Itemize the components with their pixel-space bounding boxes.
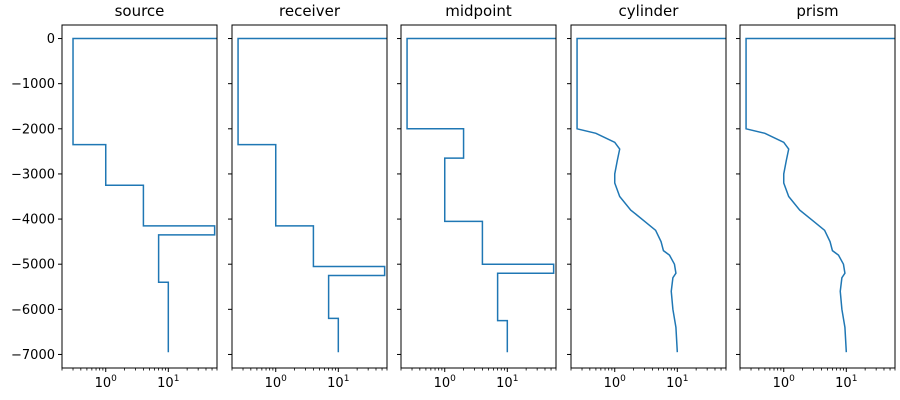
y-tick-label: −3000 (11, 167, 55, 182)
x-tick-base: 10 (434, 376, 451, 391)
x-tick-exponent: 1 (174, 374, 180, 384)
panel-source: source 0 −1000 −2000 −3000 −4000 −5000 −6000 −70… (11, 2, 218, 391)
panel-title: cylinder (619, 2, 680, 20)
x-tick-base: 10 (773, 376, 790, 391)
x-tick-exponent: 0 (789, 374, 795, 384)
x-tick-exponent: 0 (450, 374, 456, 384)
axes-frame (400, 24, 557, 369)
x-tick-exponent: 1 (513, 374, 519, 384)
y-tick-label: −2000 (11, 122, 55, 137)
x-tick-exponent: 0 (111, 374, 117, 384)
profile-line (745, 37, 895, 353)
x-tick-base: 10 (265, 376, 282, 391)
x-tick-base: 10 (327, 376, 344, 391)
x-tick-base: 10 (95, 376, 112, 391)
x-tick-exponent: 1 (852, 374, 858, 384)
profile-line (237, 37, 387, 353)
x-tick-label: 100 (95, 374, 118, 391)
axes-frame (231, 24, 388, 369)
x-tick-base: 10 (496, 376, 513, 391)
x-tick-base: 10 (666, 376, 683, 391)
y-tick-label: −7000 (11, 348, 55, 363)
panel-title: midpoint (445, 2, 512, 20)
axes-frame (61, 24, 218, 369)
panel-title: prism (796, 2, 838, 20)
x-tick-label: 101 (496, 374, 518, 391)
x-tick-exponent: 0 (281, 374, 287, 384)
profile-line (72, 37, 217, 353)
axes-frame (739, 24, 896, 369)
y-tick-label: −6000 (11, 303, 55, 318)
x-tick-label: 100 (604, 374, 627, 391)
x-tick-label: 100 (265, 374, 288, 391)
y-tick-label: 0 (47, 32, 55, 47)
x-tick-exponent: 1 (344, 374, 350, 384)
panel-title: receiver (279, 2, 341, 20)
profile-line (406, 37, 556, 353)
y-tick-label: −1000 (11, 77, 55, 92)
x-tick-label: 101 (157, 374, 179, 391)
x-tick-label: 101 (666, 374, 688, 391)
profile-line (576, 37, 726, 353)
x-tick-label: 100 (773, 374, 796, 391)
x-tick-base: 10 (604, 376, 621, 391)
x-tick-base: 10 (157, 376, 174, 391)
axes-frame (570, 24, 727, 369)
x-tick-exponent: 0 (620, 374, 626, 384)
panel-title: source (115, 2, 165, 20)
x-tick-label: 101 (835, 374, 857, 391)
x-tick-exponent: 1 (683, 374, 689, 384)
y-tick-label: −5000 (11, 258, 55, 273)
x-tick-label: 101 (327, 374, 349, 391)
x-tick-base: 10 (835, 376, 852, 391)
x-tick-label: 100 (434, 374, 457, 391)
y-tick-label: −4000 (11, 213, 55, 228)
